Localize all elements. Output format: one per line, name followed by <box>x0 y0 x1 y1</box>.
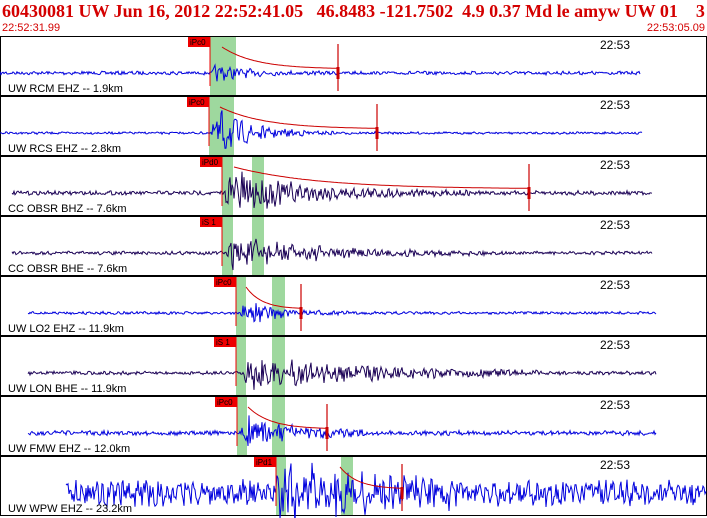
p-pick-window <box>236 276 246 336</box>
p-pick-window <box>222 216 233 276</box>
event-title: 60430081 UW Jun 16, 2012 22:52:41.05 46.… <box>2 1 705 21</box>
pick-label[interactable]: iPc0 <box>190 38 206 47</box>
waveform-trace <box>27 303 657 323</box>
coda-curve <box>339 466 403 489</box>
s-pick-window <box>272 336 285 396</box>
pick-marker[interactable] <box>215 397 237 407</box>
channel-label: UW RCM EHZ -- 1.9km <box>8 83 123 95</box>
pick-marker[interactable] <box>254 457 276 467</box>
pick-marker[interactable] <box>214 337 236 347</box>
waveform-trace <box>11 238 653 271</box>
coda-curve <box>247 406 327 429</box>
pick-label[interactable]: iPc0 <box>189 98 205 107</box>
row-time-label: 22:53 <box>600 158 630 172</box>
coda-curve <box>245 286 301 309</box>
waveform-trace <box>11 171 653 209</box>
channel-label: UW RCS EHZ -- 2.8km <box>8 143 121 155</box>
channel-label: UW WPW EHZ -- 23.2km <box>8 503 132 515</box>
pick-label[interactable]: iPd0 <box>202 158 219 167</box>
channel-label: UW LON BHE -- 11.9km <box>8 383 126 395</box>
seismogram-panel[interactable]: iPc0 22:53 UW RCM EHZ -- 1.9km iPc0 22:53 UW … <box>0 36 707 518</box>
channel-label: UW FMW EHZ -- 12.0km <box>8 443 130 455</box>
waveform-trace <box>65 462 707 518</box>
pick-label[interactable]: iPd1 <box>256 458 273 467</box>
coda-end-marker[interactable] <box>325 427 329 439</box>
pick-marker[interactable] <box>214 277 236 287</box>
pick-marker[interactable] <box>200 157 222 167</box>
waveform-trace <box>0 110 643 149</box>
waveform-trace <box>27 415 657 447</box>
pick-marker[interactable] <box>188 37 210 47</box>
p-pick-window <box>222 156 233 216</box>
pick-label[interactable]: iS 1 <box>202 218 216 227</box>
coda-end-marker[interactable] <box>299 307 303 319</box>
pick-label[interactable]: iPc0 <box>216 278 232 287</box>
p-pick-window <box>236 336 246 396</box>
coda-end-marker[interactable] <box>400 487 404 499</box>
row-time-label: 22:53 <box>600 98 630 112</box>
window-start-time: 22:52:31.99 <box>2 22 61 34</box>
coda-end-marker[interactable] <box>527 187 531 199</box>
coda-end-marker[interactable] <box>375 127 379 139</box>
coda-curve <box>219 106 376 129</box>
row-time-label: 22:53 <box>600 338 630 352</box>
channel-label: CC OBSR BHZ -- 7.6km <box>8 203 127 215</box>
s-pick-window <box>252 216 264 276</box>
coda-curve <box>221 46 338 69</box>
pick-marker[interactable] <box>200 217 222 227</box>
row-time-label: 22:53 <box>600 398 630 412</box>
pick-label[interactable]: iPc0 <box>217 398 233 407</box>
coda-curve <box>233 166 528 189</box>
waveform-trace <box>0 63 641 82</box>
row-time-label: 22:53 <box>600 38 630 52</box>
p-pick-window <box>237 396 247 456</box>
row-time-label: 22:53 <box>600 458 630 472</box>
channel-label: CC OBSR BHE -- 7.6km <box>8 263 127 275</box>
s-pick-window <box>223 36 236 96</box>
row-time-label: 22:53 <box>600 278 630 292</box>
coda-end-marker[interactable] <box>336 67 340 79</box>
p-pick-window <box>210 36 224 96</box>
pick-label[interactable]: iS 1 <box>216 338 230 347</box>
waveform-trace <box>27 359 657 390</box>
event-header: 60430081 UW Jun 16, 2012 22:52:41.05 46.… <box>0 0 707 36</box>
pick-marker[interactable] <box>187 97 209 107</box>
window-end-time: 22:53:05.09 <box>646 22 705 34</box>
p-pick-window <box>276 456 286 516</box>
row-time-label: 22:53 <box>600 218 630 232</box>
channel-label: UW LO2 EHZ -- 11.9km <box>8 323 124 335</box>
p-pick-window <box>209 96 222 156</box>
